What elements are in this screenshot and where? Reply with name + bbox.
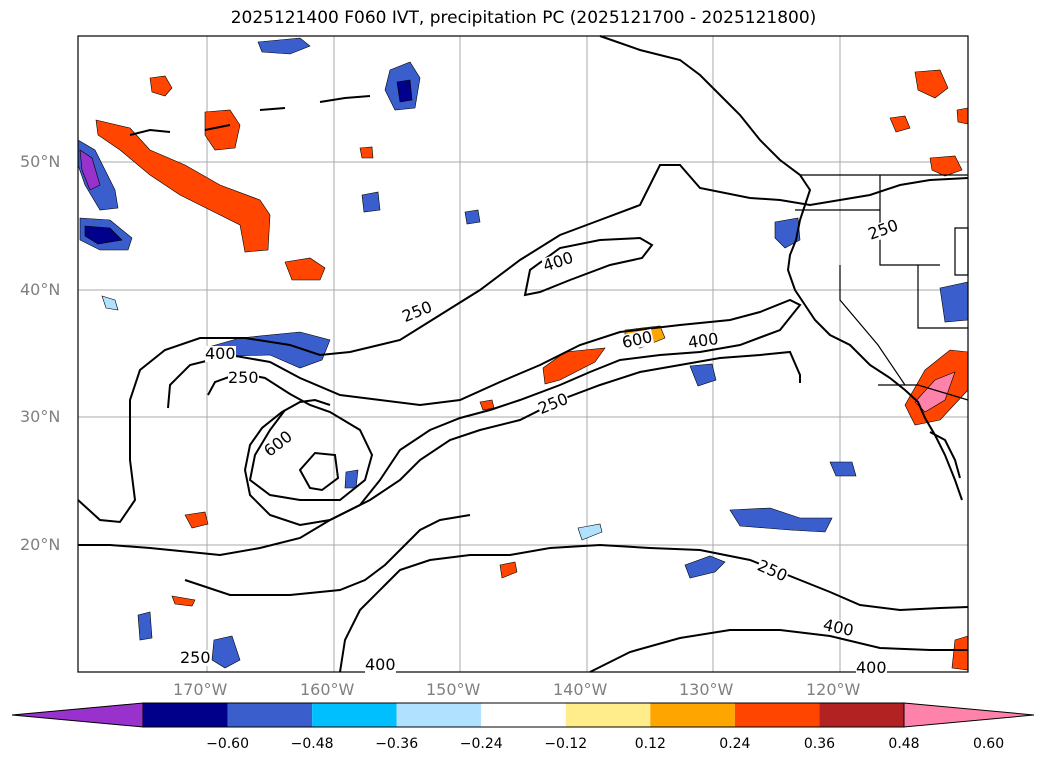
precip-negative-patches <box>77 37 969 669</box>
precip-patch <box>184 511 209 529</box>
precip-patch <box>79 149 101 191</box>
political-borders <box>795 174 969 401</box>
longitude-label: 170°W <box>173 680 228 699</box>
colorbar-tick-label: 0.24 <box>719 736 751 752</box>
precip-patch <box>284 257 326 281</box>
colorbar-tick-label: 0.48 <box>888 736 920 752</box>
precip-patch <box>914 371 956 413</box>
colorbar-extend-low <box>11 702 144 728</box>
contour-label: 400 <box>205 344 236 363</box>
precip-patch <box>95 119 271 253</box>
ivt-contour <box>184 514 471 596</box>
colorbar-segment <box>481 703 566 727</box>
precip-patch <box>577 523 603 541</box>
colorbar-tick-label: 0.36 <box>803 736 836 752</box>
precip-patch <box>499 561 518 579</box>
latitude-label: 50°N <box>20 152 61 171</box>
colorbar-segment <box>396 703 482 727</box>
ivt-contour <box>339 543 969 673</box>
precip-patch <box>101 295 119 311</box>
precip-patch <box>257 37 311 55</box>
colorbar-segment <box>312 703 397 727</box>
colorbar-extend-high <box>903 702 1035 728</box>
precip-patch <box>149 75 173 97</box>
colorbar-tick-label: −0.12 <box>544 736 588 752</box>
precip-patch <box>684 555 726 579</box>
precip-patch <box>84 225 123 245</box>
precip-patch <box>344 469 359 489</box>
colorbar-tick-label: 0.12 <box>634 736 666 752</box>
ivt-contour <box>77 164 969 524</box>
precip-patch <box>396 79 413 103</box>
precip-patch <box>929 155 963 177</box>
colorbar-segment <box>143 703 228 727</box>
ivt-contour <box>167 298 802 527</box>
colorbar-segment <box>227 703 313 727</box>
colorbar <box>11 702 1035 728</box>
colorbar-tick-label: 0.60 <box>972 736 1005 752</box>
colorbar-tick-label: −0.48 <box>290 736 334 752</box>
colorbar-segment <box>819 703 904 727</box>
latitude-label: 20°N <box>20 535 61 554</box>
ivt-contour <box>589 629 968 673</box>
longitude-label: 120°W <box>806 680 861 699</box>
longitude-label: 160°W <box>300 680 355 699</box>
contour-label: 400 <box>686 328 720 353</box>
coastlines <box>129 35 963 501</box>
precip-patch <box>889 115 911 133</box>
ivt-contour <box>298 451 340 492</box>
contour-label: 400 <box>365 655 396 674</box>
coastline-aleutians <box>129 95 371 136</box>
ivt-contours <box>77 164 969 673</box>
precip-patch <box>689 363 717 387</box>
colorbar-segment <box>565 703 651 727</box>
border-line <box>839 265 906 386</box>
precip-patch <box>171 595 196 607</box>
precip-patch <box>361 191 381 213</box>
precip-patch <box>359 146 374 159</box>
colorbar-tick-label: −0.24 <box>459 736 503 752</box>
precip-patch <box>137 611 153 641</box>
latitude-label: 30°N <box>20 407 61 426</box>
border-line <box>878 384 969 401</box>
precip-patch <box>204 109 241 151</box>
colorbar-frame <box>142 702 905 728</box>
contour-label: 250 <box>228 368 259 387</box>
longitude-label: 130°W <box>679 680 734 699</box>
precip-patch <box>774 217 801 249</box>
contour-label: 400 <box>856 658 887 677</box>
longitude-label: 140°W <box>553 680 608 699</box>
precip-patch <box>729 507 833 533</box>
precip-patch <box>464 209 481 225</box>
latitude-label: 40°N <box>20 280 61 299</box>
precip-patch <box>939 281 969 323</box>
precip-patch <box>914 69 949 99</box>
colorbar-tick-label: −0.60 <box>206 736 249 752</box>
colorbar-segment <box>650 703 735 727</box>
colorbar-tick-label: −0.36 <box>375 736 419 752</box>
precip-patch <box>829 461 857 477</box>
contour-label: 250 <box>180 648 211 667</box>
precip-patch <box>211 635 241 669</box>
map-frame <box>77 35 969 673</box>
coastline-alaska <box>599 35 963 501</box>
precip-patch <box>956 107 969 125</box>
border-line <box>917 265 968 329</box>
ivt-contour <box>78 350 801 557</box>
coastline-baja <box>929 431 961 479</box>
longitude-label: 150°W <box>426 680 481 699</box>
map-title: 2025121400 F060 IVT, precipitation PC (2… <box>230 8 817 28</box>
colorbar-segment <box>734 703 820 727</box>
